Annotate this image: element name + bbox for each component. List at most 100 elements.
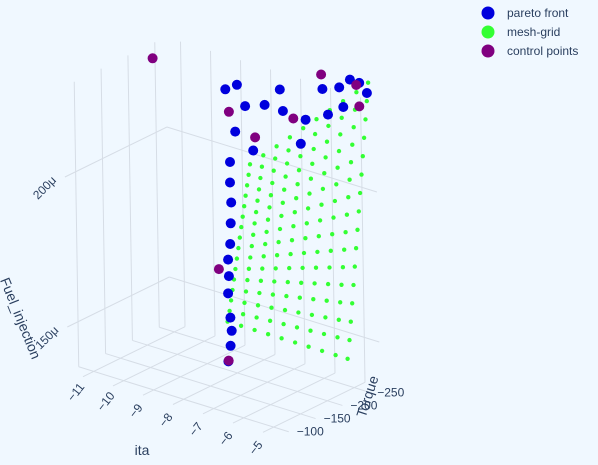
mesh-grid-point bbox=[258, 278, 264, 283]
mesh-grid-point bbox=[276, 239, 281, 245]
pareto-front-point bbox=[295, 138, 306, 149]
grid-line bbox=[67, 276, 170, 328]
mesh-grid-point bbox=[324, 298, 329, 303]
x-tick-label: −10 bbox=[94, 389, 118, 414]
mesh-grid-point bbox=[268, 193, 274, 198]
mesh-grid-point bbox=[252, 221, 257, 226]
mesh-grid-point bbox=[333, 352, 338, 358]
mesh-grid-point bbox=[272, 279, 277, 284]
mesh-grid-point bbox=[364, 98, 369, 104]
x-tick-label: −11 bbox=[64, 380, 87, 404]
mesh-grid-point bbox=[347, 337, 352, 343]
mesh-grid-point bbox=[331, 215, 336, 220]
pareto-front-point bbox=[300, 114, 311, 125]
z-tick-label: 200μ bbox=[30, 173, 59, 202]
mesh-grid-point bbox=[348, 160, 354, 165]
pareto-front-point bbox=[230, 126, 241, 137]
mesh-grid-point bbox=[237, 235, 242, 240]
mesh-grid-point bbox=[245, 277, 250, 283]
control-point bbox=[213, 264, 224, 275]
legend-item[interactable]: control points bbox=[481, 44, 579, 58]
legend[interactable]: pareto front mesh-grid control points bbox=[481, 6, 579, 58]
mesh-grid-point bbox=[282, 307, 288, 313]
legend-item[interactable]: mesh-grid bbox=[481, 25, 561, 39]
mesh-grid-point bbox=[294, 196, 299, 201]
pareto-front-point bbox=[226, 325, 237, 336]
pareto-front-point bbox=[334, 82, 345, 93]
pareto-front-point bbox=[225, 218, 236, 229]
y-tick-label: −100 bbox=[297, 425, 324, 439]
mesh-grid-point bbox=[348, 319, 353, 324]
mesh-grid-point bbox=[267, 318, 273, 323]
x-tick-label: −8 bbox=[156, 410, 176, 430]
control-point bbox=[316, 69, 327, 80]
mesh-grid-point bbox=[356, 209, 361, 214]
mesh-grid-point bbox=[303, 236, 308, 241]
mesh-grid-point bbox=[342, 247, 347, 252]
pareto-front-point bbox=[220, 84, 231, 95]
grid-line bbox=[78, 366, 289, 433]
mesh-grid-point bbox=[330, 232, 335, 237]
control-point bbox=[223, 106, 234, 117]
pareto-front-point bbox=[226, 197, 237, 208]
mesh-grid-point bbox=[347, 177, 352, 182]
mesh-grid-point bbox=[288, 251, 293, 257]
grid-line bbox=[127, 55, 133, 341]
legend-marker bbox=[481, 25, 495, 39]
mesh-grid-point bbox=[296, 168, 302, 173]
mesh-grid-point bbox=[246, 266, 252, 271]
mesh-grid-point bbox=[246, 172, 251, 177]
mesh-grid-point bbox=[261, 153, 266, 158]
mesh-grid-point bbox=[277, 226, 283, 232]
mesh-grid-point bbox=[279, 213, 284, 219]
legend-item[interactable]: pareto front bbox=[481, 6, 570, 20]
mesh-grid-point bbox=[264, 229, 269, 235]
mesh-grid-point bbox=[323, 155, 328, 160]
mesh-grid-point bbox=[312, 131, 318, 137]
mesh-grid-point bbox=[248, 255, 253, 260]
mesh-grid-point bbox=[239, 224, 244, 230]
grid-line bbox=[100, 68, 107, 354]
pareto-front-point bbox=[248, 145, 259, 156]
mesh-grid-point bbox=[297, 295, 302, 300]
mesh-grid-point bbox=[257, 290, 262, 296]
mesh-grid-point bbox=[314, 117, 319, 122]
y-tick-label: −200 bbox=[350, 398, 377, 412]
mesh-grid-markers bbox=[225, 80, 371, 361]
mesh-grid-point bbox=[273, 266, 278, 271]
mesh-grid-point bbox=[336, 317, 341, 322]
mesh-grid-point bbox=[240, 214, 245, 219]
mesh-grid-point bbox=[291, 224, 296, 229]
grid-line bbox=[262, 381, 366, 433]
grid-line bbox=[82, 326, 186, 378]
x-tick-label: −5 bbox=[246, 438, 266, 458]
mesh-grid-point bbox=[335, 165, 340, 170]
mesh-grid-point bbox=[308, 176, 314, 181]
mesh-grid-point bbox=[322, 171, 327, 176]
pareto-front-point bbox=[223, 254, 234, 265]
mesh-grid-point bbox=[306, 344, 311, 349]
mesh-grid-point bbox=[271, 168, 276, 173]
mesh-grid-point bbox=[269, 305, 274, 310]
grid-line bbox=[169, 276, 380, 343]
mesh-grid-point bbox=[316, 234, 321, 239]
mesh-grid-point bbox=[240, 312, 246, 317]
legend-marker bbox=[481, 44, 495, 58]
mesh-grid-point bbox=[270, 180, 275, 186]
grid-line bbox=[64, 126, 168, 178]
mesh-grid-point bbox=[328, 248, 333, 253]
mesh-grid-point bbox=[295, 182, 300, 187]
mesh-grid-point bbox=[274, 144, 279, 149]
grid-lines bbox=[64, 41, 380, 433]
mesh-grid-point bbox=[359, 172, 364, 177]
mesh-grid-point bbox=[343, 230, 348, 235]
mesh-grid-point bbox=[284, 293, 289, 299]
mesh-grid-point bbox=[259, 164, 265, 169]
mesh-grid-point bbox=[274, 253, 280, 258]
pareto-front-point bbox=[223, 288, 234, 299]
mesh-grid-point bbox=[284, 161, 290, 166]
mesh-grid-point bbox=[289, 238, 295, 243]
mesh-grid-point bbox=[339, 282, 344, 287]
mesh-grid-point bbox=[243, 193, 248, 198]
legend-label: control points bbox=[507, 44, 578, 58]
